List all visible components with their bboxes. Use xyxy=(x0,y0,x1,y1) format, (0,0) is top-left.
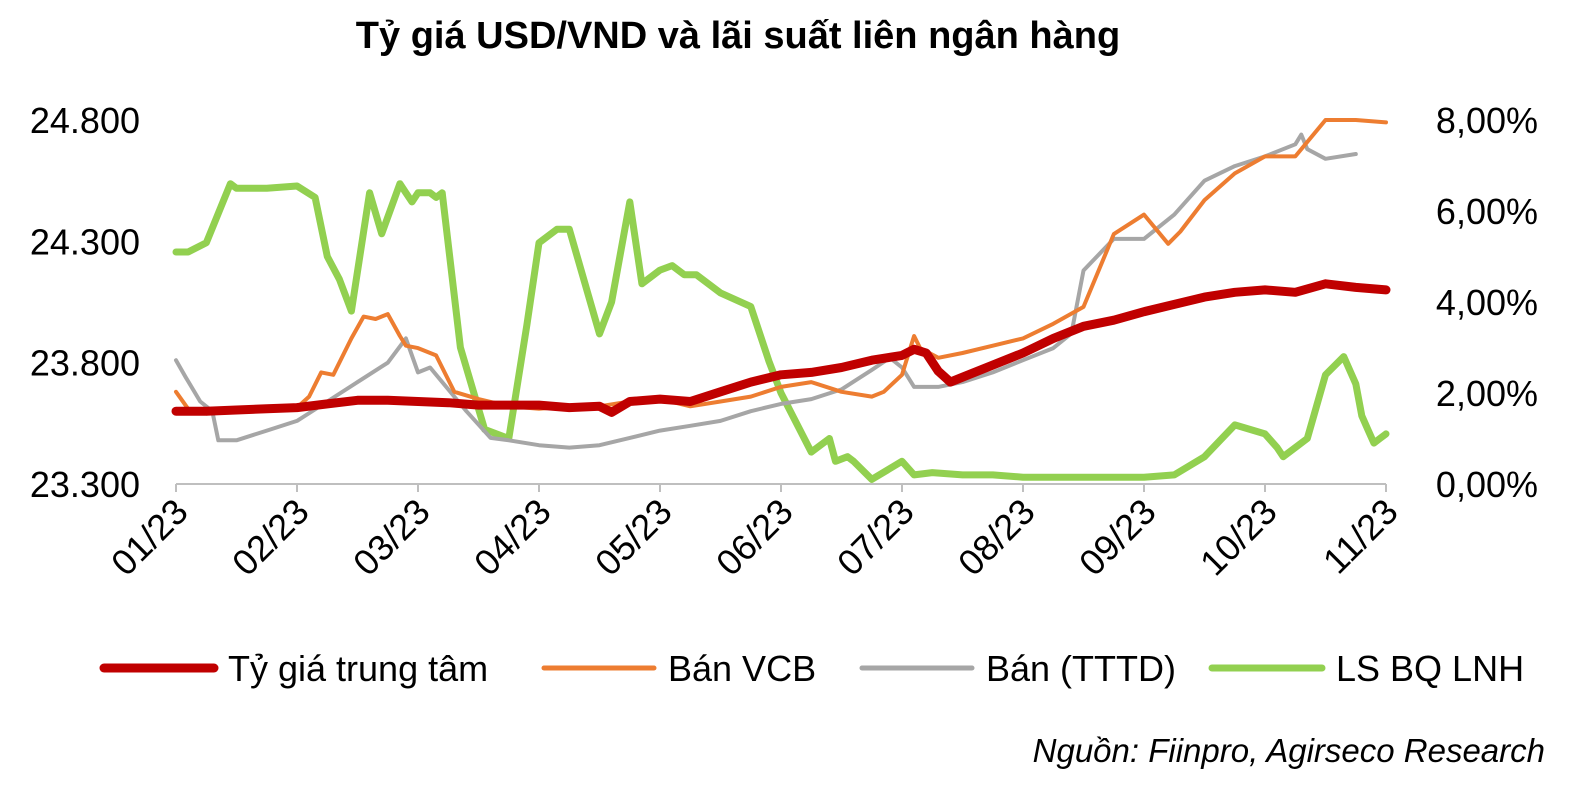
x-tick-label: 07/23 xyxy=(829,491,922,584)
series-line-2 xyxy=(174,118,1388,416)
legend: Tỷ giá trung tâm Bán VCB Bán (TTTD) LS BQ L… xyxy=(99,648,1524,689)
left-tick-label: 23.300 xyxy=(30,464,140,505)
left-tick-label: 24.800 xyxy=(30,100,140,141)
right-axis-ticks: 8,00% 6,00% 4,00% 2,00% 0,00% xyxy=(1436,100,1538,505)
legend-label: Tỷ giá trung tâm xyxy=(228,648,488,689)
x-tick-label: 11/23 xyxy=(1315,491,1406,582)
x-tick-label: 08/23 xyxy=(950,491,1043,584)
left-tick-label: 24.300 xyxy=(30,221,140,262)
x-tick-label: 04/23 xyxy=(466,491,559,584)
right-tick-label: 8,00% xyxy=(1436,100,1538,141)
right-tick-label: 4,00% xyxy=(1436,282,1538,323)
series-line-1 xyxy=(171,279,1391,417)
x-tick-label: 02/23 xyxy=(224,491,317,584)
legend-label: Bán VCB xyxy=(668,648,816,689)
chart-title: Tỷ giá USD/VND và lãi suất liên ngân hàn… xyxy=(356,15,1120,57)
source-note: Nguồn: Fiinpro, Agirseco Research xyxy=(1033,732,1545,769)
legend-label: LS BQ LNH xyxy=(1336,648,1524,689)
left-axis-ticks: 24.800 24.300 23.800 23.300 xyxy=(30,100,140,505)
left-tick-label: 23.800 xyxy=(30,343,140,384)
x-tick-label: 09/23 xyxy=(1071,491,1164,584)
x-axis-ticks: 01/23 02/23 03/23 04/23 05/23 06/23 07/23 08/23… xyxy=(103,484,1406,583)
series-line-4 xyxy=(172,180,1390,483)
right-tick-label: 6,00% xyxy=(1436,191,1538,232)
x-tick-label: 10/23 xyxy=(1192,491,1285,584)
series-layer xyxy=(171,118,1391,483)
x-tick-label: 03/23 xyxy=(345,491,438,584)
right-tick-label: 0,00% xyxy=(1436,464,1538,505)
right-tick-label: 2,00% xyxy=(1436,373,1538,414)
series-line-3 xyxy=(174,132,1358,450)
x-tick-label: 06/23 xyxy=(708,491,801,584)
x-tick-label: 05/23 xyxy=(587,491,680,584)
legend-label: Bán (TTTD) xyxy=(986,648,1176,689)
